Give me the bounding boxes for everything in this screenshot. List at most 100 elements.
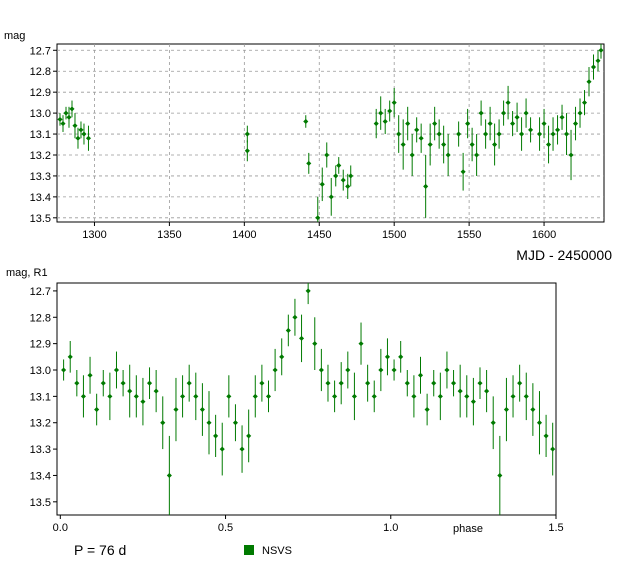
top-plot-frame bbox=[56, 43, 605, 223]
top-data-point-0-13 bbox=[306, 160, 312, 166]
bottom-data-point-0-29 bbox=[252, 393, 258, 399]
bottom-data-point-0-30 bbox=[259, 380, 265, 386]
bottom-data-point-0-8 bbox=[113, 367, 120, 373]
bottom-data-point-repeat-6 bbox=[431, 380, 437, 386]
top-xtick-label-5: 1550 bbox=[457, 229, 481, 241]
top-data-point-0-6 bbox=[75, 135, 81, 141]
top-data-point-0-31 bbox=[409, 152, 415, 158]
bottom-data-point-0-37 bbox=[305, 288, 311, 294]
bottom-data-point-0-38 bbox=[312, 341, 318, 347]
top-panel: mag MJD - 2450000 1300 1350 1400 1450 1500 15… bbox=[4, 30, 612, 263]
bottom-ytick-label-2: 12.9 bbox=[30, 339, 51, 351]
bottom-data-point-0-24 bbox=[219, 446, 225, 452]
bottom-data-point-0-3 bbox=[80, 393, 86, 399]
top-data-point-0-0 bbox=[57, 116, 63, 122]
top-data-point-0-20 bbox=[340, 177, 346, 183]
bottom-data-point-0-15 bbox=[160, 420, 166, 426]
bottom-data-point-0-19 bbox=[186, 380, 192, 386]
top-data-point-0-23 bbox=[373, 121, 379, 127]
bottom-ytick-label-4: 13.1 bbox=[30, 391, 51, 403]
bottom-data-point-0-0 bbox=[61, 367, 67, 373]
bottom-data-point-repeat-9 bbox=[451, 380, 457, 386]
top-data-point-0-36 bbox=[432, 121, 438, 127]
legend-swatch bbox=[244, 545, 254, 555]
top-data-point-0-51 bbox=[505, 100, 511, 106]
legend-label: NSVS bbox=[262, 545, 292, 557]
bottom-data-point-0-21 bbox=[199, 406, 205, 413]
bottom-data-point-repeat-2 bbox=[404, 380, 410, 386]
top-data-point-0-25 bbox=[382, 118, 388, 125]
bottom-data-point-0-35 bbox=[292, 314, 298, 320]
bottom-panel: mag, R1 phase P = 76 d NSVS 0.0 0.5 1.0 1.5… bbox=[6, 267, 564, 558]
bottom-data-point-0-17 bbox=[173, 406, 179, 413]
bottom-data-point-0-6 bbox=[100, 380, 106, 386]
bottom-data-point-repeat-5 bbox=[424, 406, 430, 413]
bottom-data-point-repeat-23 bbox=[543, 433, 549, 439]
top-xlabel: MJD - 2450000 bbox=[516, 247, 612, 263]
bottom-data-point-0-10 bbox=[127, 388, 133, 394]
top-data-point-0-37 bbox=[436, 131, 442, 137]
bottom-data-point-repeat-14 bbox=[484, 388, 490, 394]
top-data-point-0-15 bbox=[319, 181, 325, 187]
bottom-ylabel: mag, R1 bbox=[6, 267, 48, 279]
bottom-data-point-0-46 bbox=[365, 380, 371, 386]
top-data-point-0-64 bbox=[568, 152, 574, 158]
bottom-ytick-label-1: 12.8 bbox=[30, 312, 51, 324]
top-data-point-0-60 bbox=[550, 131, 556, 137]
top-ytick-label-1: 12.8 bbox=[30, 66, 51, 78]
bottom-data-point-repeat-13 bbox=[477, 380, 483, 386]
bottom-ytick-label-0: 12.7 bbox=[30, 286, 51, 298]
bottom-data-point-0-39 bbox=[318, 367, 324, 373]
top-data-point-0-62 bbox=[559, 114, 565, 120]
top-data-point-0-42 bbox=[465, 121, 471, 127]
top-data-point-0-27 bbox=[391, 100, 397, 106]
top-data-point-0-47 bbox=[487, 121, 493, 127]
bottom-data-point-repeat-20 bbox=[523, 393, 529, 399]
top-data-point-0-38 bbox=[441, 141, 447, 148]
top-data-point-0-45 bbox=[478, 110, 484, 116]
bottom-data-point-0-20 bbox=[193, 393, 199, 399]
top-data-point-0-39 bbox=[445, 152, 451, 158]
top-ytick-label-4: 13.1 bbox=[30, 129, 51, 141]
bottom-data-point-repeat-17 bbox=[503, 406, 509, 413]
top-data-point-0-61 bbox=[554, 127, 561, 133]
top-data-point-0-12 bbox=[303, 118, 309, 125]
top-data-point-0-3 bbox=[66, 114, 72, 120]
top-ytick-label-7: 13.4 bbox=[30, 192, 51, 204]
top-data-point-0-33 bbox=[418, 135, 424, 141]
top-data-point-0-35 bbox=[427, 141, 433, 148]
bottom-data-point-repeat-21 bbox=[530, 406, 536, 413]
bottom-data-point-repeat-16 bbox=[497, 472, 503, 479]
bottom-ytick-label-5: 13.2 bbox=[30, 418, 51, 430]
bottom-data-point-repeat-11 bbox=[464, 393, 470, 399]
top-xtick-label-3: 1450 bbox=[307, 229, 331, 241]
top-data-point-0-68 bbox=[586, 79, 592, 85]
top-data-point-0-40 bbox=[456, 131, 462, 137]
top-ylabel: mag bbox=[4, 30, 25, 42]
top-ytick-label-6: 13.3 bbox=[30, 171, 51, 183]
top-data-point-0-22 bbox=[348, 173, 354, 179]
bottom-data-point-0-7 bbox=[107, 393, 113, 399]
top-data-point-0-34 bbox=[423, 183, 429, 189]
bottom-data-point-repeat-4 bbox=[417, 372, 424, 378]
top-xtick-label-6: 1600 bbox=[532, 229, 556, 241]
bottom-data-point-0-16 bbox=[166, 472, 172, 479]
top-data-point-0-43 bbox=[469, 141, 475, 148]
bottom-data-point-0-11 bbox=[133, 393, 139, 399]
top-xtick-label-4: 1500 bbox=[382, 229, 406, 241]
bottom-data-point-0-13 bbox=[146, 380, 153, 386]
top-data-point-0-7 bbox=[78, 127, 84, 133]
top-data-point-0-56 bbox=[528, 127, 534, 133]
top-data-point-0-70 bbox=[595, 58, 601, 64]
top-data-point-0-65 bbox=[572, 121, 579, 127]
bottom-data-point-0-47 bbox=[371, 393, 377, 399]
bottom-data-point-repeat-7 bbox=[437, 393, 443, 399]
top-data-point-0-16 bbox=[324, 152, 330, 158]
bottom-data-point-0-41 bbox=[332, 393, 338, 399]
bottom-data-point-0-1 bbox=[67, 354, 73, 360]
bottom-data-point-0-27 bbox=[239, 446, 245, 452]
bottom-data-point-repeat-8 bbox=[444, 367, 450, 373]
top-data-point-0-67 bbox=[581, 100, 588, 106]
bottom-xtick-label-2: 1.0 bbox=[383, 522, 398, 534]
